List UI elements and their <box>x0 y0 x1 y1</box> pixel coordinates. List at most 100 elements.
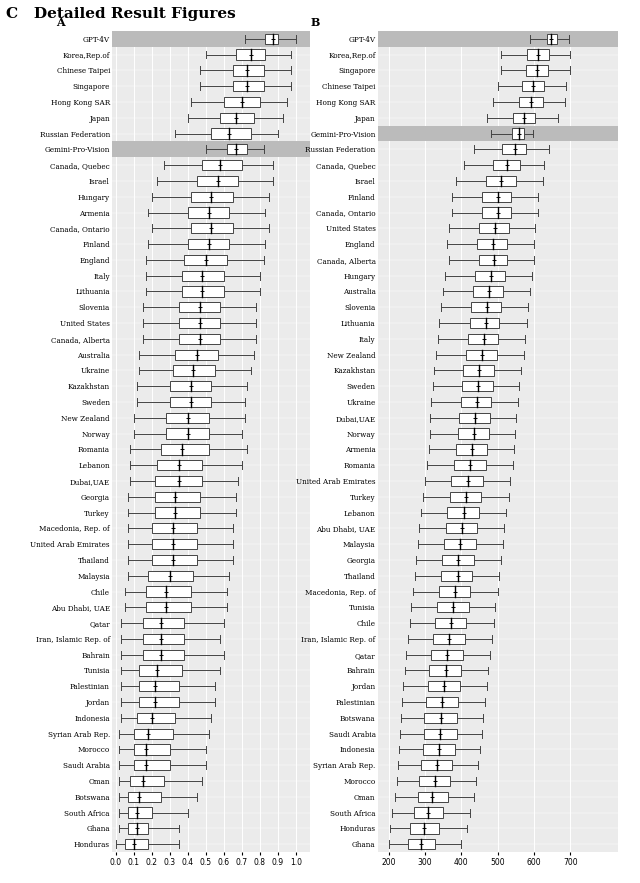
FancyBboxPatch shape <box>414 807 443 818</box>
FancyBboxPatch shape <box>419 776 451 786</box>
FancyBboxPatch shape <box>191 223 233 233</box>
FancyBboxPatch shape <box>421 760 452 770</box>
FancyBboxPatch shape <box>139 697 179 707</box>
FancyBboxPatch shape <box>233 81 264 91</box>
FancyBboxPatch shape <box>459 412 490 423</box>
FancyBboxPatch shape <box>433 634 465 644</box>
FancyBboxPatch shape <box>428 681 460 691</box>
FancyBboxPatch shape <box>134 760 170 770</box>
FancyBboxPatch shape <box>147 586 191 597</box>
FancyBboxPatch shape <box>429 666 461 675</box>
FancyBboxPatch shape <box>463 366 494 375</box>
FancyBboxPatch shape <box>236 49 266 60</box>
FancyBboxPatch shape <box>408 839 435 849</box>
FancyBboxPatch shape <box>456 444 486 455</box>
FancyBboxPatch shape <box>152 555 196 565</box>
FancyBboxPatch shape <box>143 650 184 660</box>
FancyBboxPatch shape <box>266 34 278 44</box>
FancyBboxPatch shape <box>441 570 472 581</box>
FancyBboxPatch shape <box>445 524 477 533</box>
FancyBboxPatch shape <box>130 776 164 786</box>
FancyBboxPatch shape <box>486 176 516 186</box>
FancyBboxPatch shape <box>483 192 511 202</box>
FancyBboxPatch shape <box>166 412 209 423</box>
FancyBboxPatch shape <box>410 823 440 834</box>
FancyBboxPatch shape <box>179 302 220 313</box>
Text: C   Detailed Result Figures: C Detailed Result Figures <box>6 7 236 21</box>
FancyBboxPatch shape <box>161 444 209 455</box>
FancyBboxPatch shape <box>128 792 161 802</box>
FancyBboxPatch shape <box>512 128 524 139</box>
FancyBboxPatch shape <box>152 524 196 533</box>
FancyBboxPatch shape <box>423 744 454 755</box>
FancyBboxPatch shape <box>483 208 511 217</box>
FancyBboxPatch shape <box>431 650 463 660</box>
FancyBboxPatch shape <box>156 508 200 517</box>
FancyBboxPatch shape <box>233 65 264 76</box>
FancyBboxPatch shape <box>170 396 211 407</box>
FancyBboxPatch shape <box>470 318 499 328</box>
FancyBboxPatch shape <box>513 113 535 123</box>
FancyBboxPatch shape <box>424 728 456 739</box>
FancyBboxPatch shape <box>139 666 182 675</box>
Text: B: B <box>310 18 320 28</box>
FancyBboxPatch shape <box>134 728 173 739</box>
FancyBboxPatch shape <box>182 270 224 281</box>
FancyBboxPatch shape <box>502 144 525 155</box>
FancyBboxPatch shape <box>435 618 467 628</box>
FancyBboxPatch shape <box>191 192 233 202</box>
FancyBboxPatch shape <box>196 176 238 186</box>
FancyBboxPatch shape <box>148 570 193 581</box>
FancyBboxPatch shape <box>493 160 520 170</box>
FancyBboxPatch shape <box>188 239 229 249</box>
FancyBboxPatch shape <box>436 602 468 613</box>
FancyBboxPatch shape <box>188 208 229 217</box>
FancyBboxPatch shape <box>475 270 505 281</box>
FancyBboxPatch shape <box>526 65 548 76</box>
FancyBboxPatch shape <box>479 223 509 233</box>
FancyBboxPatch shape <box>468 334 498 344</box>
FancyBboxPatch shape <box>179 334 220 344</box>
FancyBboxPatch shape <box>462 381 493 391</box>
FancyBboxPatch shape <box>202 160 242 170</box>
FancyBboxPatch shape <box>128 823 148 834</box>
FancyBboxPatch shape <box>479 255 508 265</box>
Bar <box>378 31 618 47</box>
FancyBboxPatch shape <box>139 681 179 691</box>
FancyBboxPatch shape <box>424 713 456 723</box>
FancyBboxPatch shape <box>184 255 227 265</box>
FancyBboxPatch shape <box>426 697 458 707</box>
FancyBboxPatch shape <box>527 49 548 60</box>
FancyBboxPatch shape <box>147 602 191 613</box>
FancyBboxPatch shape <box>224 97 260 107</box>
FancyBboxPatch shape <box>461 396 492 407</box>
FancyBboxPatch shape <box>179 318 220 328</box>
FancyBboxPatch shape <box>518 97 543 107</box>
FancyBboxPatch shape <box>134 744 170 755</box>
FancyBboxPatch shape <box>157 460 202 471</box>
FancyBboxPatch shape <box>175 350 218 359</box>
FancyBboxPatch shape <box>173 366 215 375</box>
FancyBboxPatch shape <box>472 302 501 313</box>
FancyBboxPatch shape <box>447 508 479 517</box>
FancyBboxPatch shape <box>128 807 152 818</box>
FancyBboxPatch shape <box>438 586 470 597</box>
FancyBboxPatch shape <box>442 555 474 565</box>
FancyBboxPatch shape <box>522 81 544 91</box>
FancyBboxPatch shape <box>137 713 175 723</box>
FancyBboxPatch shape <box>547 34 557 44</box>
FancyBboxPatch shape <box>450 492 481 502</box>
Bar <box>378 125 618 141</box>
FancyBboxPatch shape <box>466 350 497 359</box>
FancyBboxPatch shape <box>182 286 224 297</box>
FancyBboxPatch shape <box>451 476 483 487</box>
FancyBboxPatch shape <box>473 286 503 297</box>
Text: A: A <box>56 18 65 28</box>
FancyBboxPatch shape <box>418 792 448 802</box>
FancyBboxPatch shape <box>227 144 247 155</box>
Bar <box>112 31 310 47</box>
FancyBboxPatch shape <box>166 428 209 439</box>
FancyBboxPatch shape <box>477 239 507 249</box>
Bar <box>112 141 310 157</box>
FancyBboxPatch shape <box>125 839 148 849</box>
